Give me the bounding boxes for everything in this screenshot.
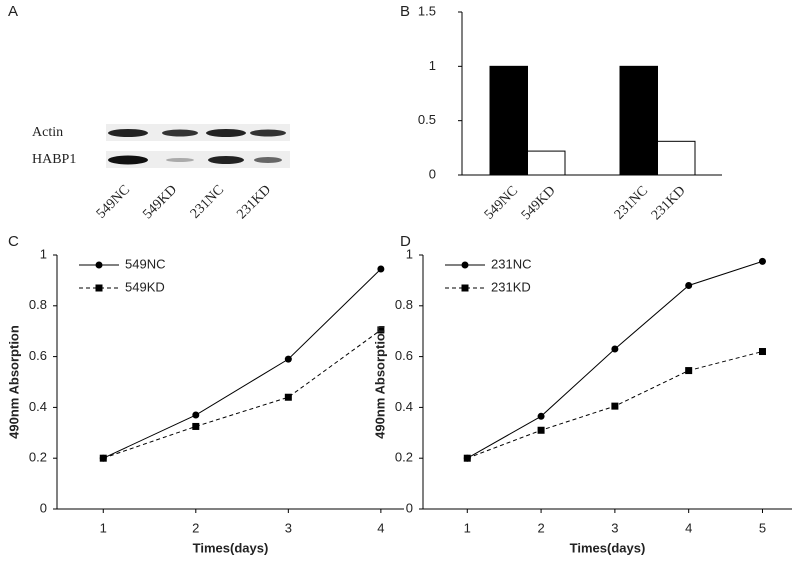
bar (527, 150, 566, 176)
marker (758, 348, 766, 356)
x-axis-label: Times(days) (193, 540, 269, 555)
band (108, 129, 148, 137)
y-tick-label: 0.5 (418, 112, 436, 127)
y-tick-label: 0 (406, 500, 413, 515)
x-tick-label: 2 (192, 520, 199, 535)
x-tick-label: 231KD (649, 183, 689, 223)
lane-label: 549NC (94, 182, 133, 221)
x-tick-label: 5 (759, 520, 766, 535)
y-tick-label: 0.4 (29, 399, 47, 414)
legend-label: 231NC (491, 256, 531, 271)
panel-label: D (400, 233, 411, 250)
legend-label: 549NC (125, 256, 165, 271)
x-tick-label: 1 (100, 520, 107, 535)
x-tick-label: 2 (537, 520, 544, 535)
marker (95, 284, 103, 292)
marker (611, 402, 619, 410)
marker (685, 281, 693, 289)
blot-row-label: Actin (32, 125, 63, 140)
y-tick-label: 1.5 (418, 3, 436, 18)
marker (377, 326, 385, 334)
marker (537, 412, 545, 420)
marker (685, 367, 693, 375)
x-axis-label: Times(days) (570, 540, 646, 555)
bar (657, 140, 696, 176)
marker (463, 454, 471, 462)
lane-label: 231NC (188, 182, 227, 221)
blot-strip (106, 151, 290, 168)
y-tick-label: 0 (429, 166, 436, 181)
y-tick-label: 0.2 (29, 450, 47, 465)
y-tick-label: 0.8 (29, 297, 47, 312)
marker (461, 284, 469, 292)
x-tick-label: 231NC (612, 183, 651, 222)
x-tick-label: 1 (464, 520, 471, 535)
marker (99, 454, 107, 462)
band (166, 158, 194, 162)
bar (619, 65, 658, 176)
x-tick-label: 4 (685, 520, 692, 535)
marker (611, 345, 619, 353)
legend-label: 231KD (491, 279, 531, 294)
bar (489, 65, 528, 176)
band (206, 129, 246, 137)
marker (95, 261, 103, 269)
band (208, 156, 244, 164)
marker (377, 265, 385, 273)
y-tick-label: 0.2 (395, 450, 413, 465)
x-tick-label: 4 (377, 520, 384, 535)
y-tick-label: 0.8 (395, 297, 413, 312)
legend-label: 549KD (125, 279, 165, 294)
x-tick-label: 549NC (482, 183, 521, 222)
x-tick-label: 3 (611, 520, 618, 535)
blot (106, 124, 290, 168)
band (250, 129, 286, 137)
y-axis-label: 490nm Absorption (6, 325, 21, 439)
y-tick-label: 1 (406, 246, 413, 261)
marker (192, 411, 200, 419)
band (162, 129, 198, 137)
panel-label: C (8, 233, 19, 250)
y-tick-label: 0.6 (29, 348, 47, 363)
marker (284, 355, 292, 363)
y-tick-label: 0.4 (395, 399, 413, 414)
x-tick-label: 3 (285, 520, 292, 535)
band (108, 155, 148, 165)
y-axis-label: 490nm Absorption (372, 325, 387, 439)
marker (758, 257, 766, 265)
y-tick-label: 1 (429, 58, 436, 73)
y-tick-label: 0.6 (395, 348, 413, 363)
panel-label: A (8, 3, 18, 20)
series-line (103, 268, 382, 459)
y-tick-label: 1 (40, 246, 47, 261)
marker (537, 426, 545, 434)
x-tick-label: 549KD (519, 183, 559, 223)
panel-label: B (400, 3, 410, 20)
lane-label: 231KD (234, 182, 274, 222)
marker (192, 422, 200, 430)
series-line (103, 329, 382, 459)
marker (284, 393, 292, 401)
blot-strip (106, 124, 290, 141)
blot-row-label: HABP1 (32, 152, 76, 167)
band (254, 157, 282, 163)
lane-label: 549KD (140, 182, 180, 222)
y-tick-label: 0 (40, 500, 47, 515)
marker (461, 261, 469, 269)
